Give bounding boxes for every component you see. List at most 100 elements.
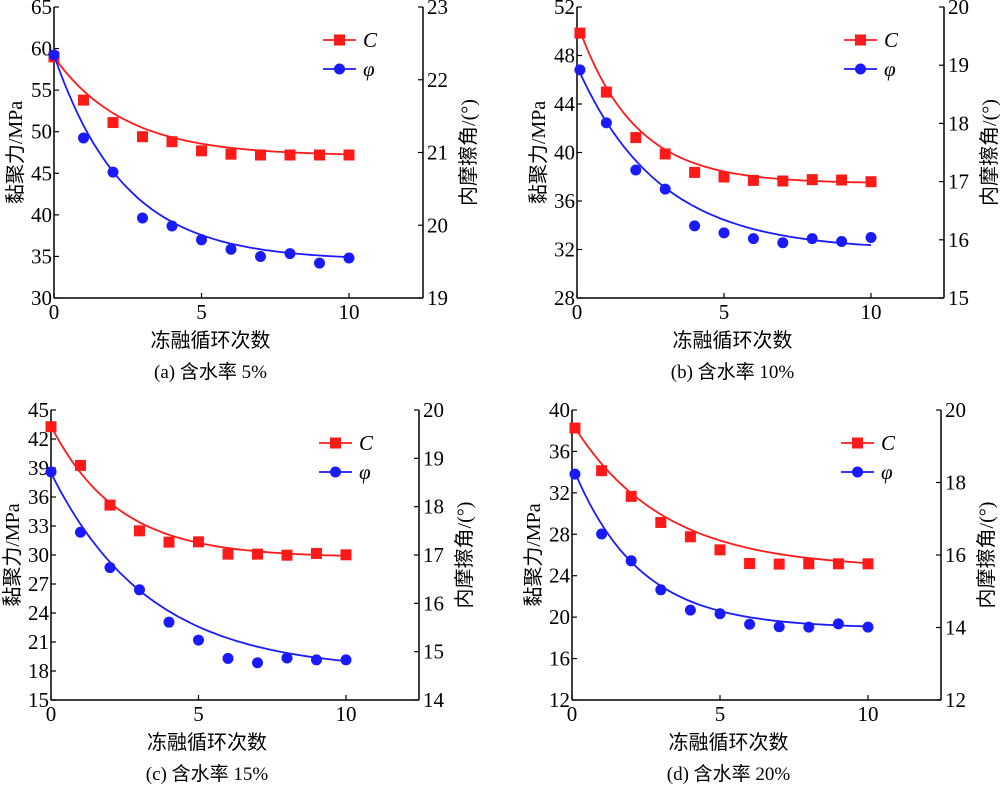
data-point-c xyxy=(225,148,237,160)
y2-tick-label: 22 xyxy=(427,68,448,92)
data-point-phi xyxy=(714,608,726,620)
y-tick-label: 27 xyxy=(28,572,49,596)
y-tick-label: 40 xyxy=(554,141,575,165)
data-point-c xyxy=(862,558,874,570)
fit-curve-c xyxy=(50,425,347,557)
data-point-c xyxy=(569,422,581,434)
y-tick-label: 39 xyxy=(28,456,49,480)
x-axis-label: 冻融循环次数 xyxy=(669,731,789,754)
data-point-phi xyxy=(48,49,60,61)
x-tick-label: 0 xyxy=(46,702,57,726)
data-point-phi xyxy=(659,183,671,195)
y2-tick-label: 18 xyxy=(948,111,969,135)
data-point-c xyxy=(196,145,207,157)
data-point-c xyxy=(314,149,325,161)
data-point-c xyxy=(714,544,726,556)
chart-panel-a: 30 35 40 45 50 55 60 65 19 20 21 22 23 0 5 10 冻融循环次数 (a) … xyxy=(4,0,480,383)
chart-panel-c: 15 18 21 24 27 30 33 36 39 42 45 14 15 16 17 18 19 20 0 5 10… xyxy=(1,398,476,785)
data-point-phi xyxy=(689,220,701,232)
fit-curve-phi xyxy=(579,72,872,247)
x-tick-label: 10 xyxy=(858,702,879,726)
data-point-c xyxy=(689,166,701,178)
legend: Cφ xyxy=(841,431,896,484)
data-point-phi xyxy=(865,231,877,243)
y-tick-label: 16 xyxy=(549,647,570,671)
y2-tick-label: 16 xyxy=(423,591,444,615)
data-point-phi xyxy=(569,468,581,480)
data-point-phi xyxy=(340,654,352,666)
data-point-phi xyxy=(747,233,759,245)
data-point-c xyxy=(574,27,586,39)
legend: Cφ xyxy=(844,28,899,81)
data-point-c xyxy=(600,86,612,98)
legend-label: C xyxy=(363,28,378,52)
data-point-phi xyxy=(166,220,178,232)
x-tick-label: 5 xyxy=(715,702,726,726)
x-axis-label: 冻融循环次数 xyxy=(147,731,267,754)
data-point-phi xyxy=(862,621,874,633)
y-tick-label: 32 xyxy=(554,238,575,262)
data-point-c xyxy=(744,557,756,569)
y2-axis-label: 内摩擦角/(°) xyxy=(453,502,476,609)
data-point-phi xyxy=(252,657,263,669)
y-tick-label: 65 xyxy=(31,0,52,19)
data-point-c xyxy=(773,558,785,570)
data-point-phi xyxy=(777,237,789,249)
data-point-phi xyxy=(255,251,266,263)
y-axis-label: 黏聚力/MPa xyxy=(527,101,550,204)
data-point-phi xyxy=(630,164,642,176)
x-tick-label: 0 xyxy=(49,300,60,324)
panel-caption: (d) 含水率 20% xyxy=(667,763,791,785)
fit-curve-c xyxy=(574,427,869,564)
data-point-c xyxy=(340,549,352,561)
data-point-phi xyxy=(104,562,116,574)
data-point-phi xyxy=(684,604,696,616)
y-tick-label: 21 xyxy=(28,630,49,654)
y-tick-label: 20 xyxy=(549,605,570,629)
data-point-phi xyxy=(773,621,785,633)
data-point-c xyxy=(134,525,145,537)
y2-tick-label: 20 xyxy=(945,398,966,422)
y2-tick-label: 20 xyxy=(948,0,969,19)
y-tick-label: 32 xyxy=(549,481,570,505)
data-point-c xyxy=(252,548,263,560)
x-tick-label: 5 xyxy=(193,702,204,726)
data-point-c xyxy=(45,421,57,433)
data-point-c xyxy=(803,558,815,570)
fit-curve-c xyxy=(53,56,350,156)
y-tick-label: 35 xyxy=(31,244,52,268)
legend: Cφ xyxy=(319,431,374,484)
y-tick-label: 45 xyxy=(28,398,49,422)
legend-marker-circle-icon xyxy=(334,63,345,75)
y-tick-label: 15 xyxy=(28,688,49,712)
y-tick-label: 18 xyxy=(28,659,49,683)
y-tick-label: 33 xyxy=(28,514,49,538)
legend-label: C xyxy=(881,431,896,455)
data-point-c xyxy=(832,558,844,570)
y2-tick-label: 18 xyxy=(945,471,966,495)
y-tick-label: 36 xyxy=(28,485,49,509)
y-tick-label: 30 xyxy=(31,286,52,310)
data-point-c xyxy=(78,94,89,106)
legend-label: φ xyxy=(359,460,371,484)
y2-axis-label: 内摩擦角/(°) xyxy=(975,502,998,609)
legend-label: φ xyxy=(884,57,896,81)
y2-tick-label: 18 xyxy=(423,495,444,519)
data-point-phi xyxy=(281,652,293,664)
x-tick-label: 5 xyxy=(196,300,207,324)
data-point-phi xyxy=(574,64,586,76)
data-point-phi xyxy=(803,621,815,633)
data-point-phi xyxy=(744,618,756,630)
data-point-phi xyxy=(193,634,204,646)
data-point-phi xyxy=(284,248,296,260)
data-point-phi xyxy=(600,117,612,129)
x-tick-label: 5 xyxy=(719,300,730,324)
y2-tick-label: 21 xyxy=(427,141,448,165)
y-tick-label: 44 xyxy=(554,92,576,116)
data-point-phi xyxy=(134,584,145,596)
data-point-c xyxy=(865,176,877,188)
data-point-c xyxy=(659,148,671,160)
data-point-phi xyxy=(832,618,844,630)
legend-label: C xyxy=(884,28,899,52)
